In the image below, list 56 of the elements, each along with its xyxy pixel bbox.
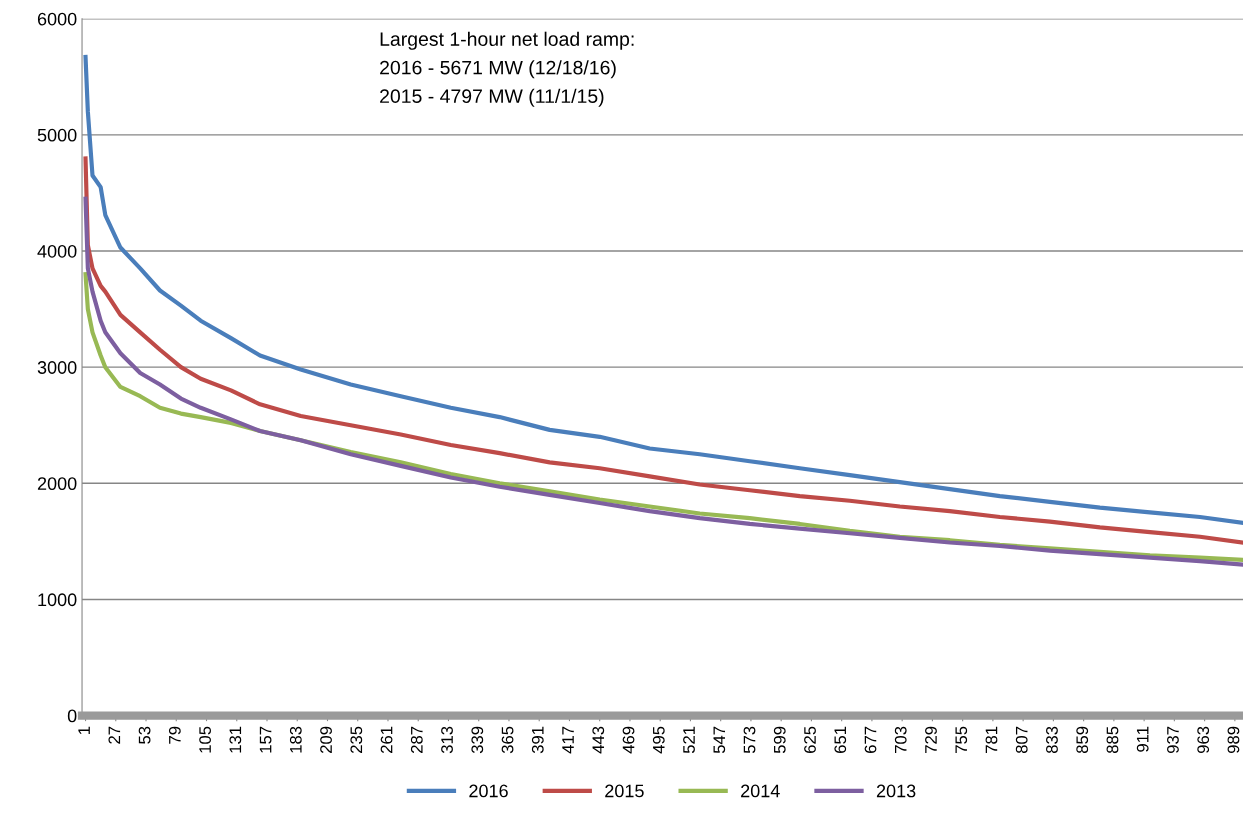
x-tick-label: 105 bbox=[199, 726, 211, 753]
y-tick-label: 2000 bbox=[37, 477, 77, 491]
x-tick-label: 755 bbox=[955, 726, 968, 753]
y-tick-label: 0 bbox=[67, 709, 77, 723]
x-tick-label: 183 bbox=[289, 726, 302, 753]
x-tick-label: 833 bbox=[1046, 726, 1058, 754]
y-tick-label: 3000 bbox=[37, 361, 77, 374]
x-tick-label: 885 bbox=[1106, 726, 1119, 754]
x-tick-label: 287 bbox=[410, 726, 423, 753]
annotation: 2016 - 5671 MW (12/18/16) bbox=[380, 60, 616, 79]
x-tick-label: 599 bbox=[773, 726, 786, 754]
legend-label: 2015 bbox=[605, 784, 644, 798]
x-tick-label: 651 bbox=[834, 726, 847, 753]
x-tick-label: 53 bbox=[138, 726, 151, 744]
y-tick-label: 4000 bbox=[37, 244, 77, 258]
x-tick-label: 677 bbox=[864, 726, 877, 753]
x-tick-label: 963 bbox=[1197, 726, 1210, 754]
line-series bbox=[83, 196, 1243, 567]
x-tick-label: 79 bbox=[168, 726, 181, 744]
x-tick-label: 911 bbox=[1136, 726, 1149, 752]
x-tick-label: 989 bbox=[1227, 726, 1240, 754]
line-series bbox=[83, 156, 1243, 545]
legend-label: 2016 bbox=[469, 784, 508, 798]
x-tick-label: 521 bbox=[683, 726, 695, 754]
x-tick-label: 391 bbox=[531, 726, 544, 754]
x-tick-label: 495 bbox=[652, 726, 665, 754]
legend-label: 2014 bbox=[741, 784, 780, 798]
x-tick-label: 703 bbox=[894, 726, 907, 753]
line-series bbox=[83, 54, 1243, 525]
x-tick-label: 859 bbox=[1076, 726, 1089, 754]
x-tick-label: 261 bbox=[380, 726, 393, 753]
legend-label: 2013 bbox=[876, 784, 916, 798]
x-tick-label: 209 bbox=[320, 726, 332, 753]
x-tick-label: 157 bbox=[259, 726, 272, 753]
y-tick-label: 1000 bbox=[38, 593, 77, 607]
x-tick-label: 1 bbox=[78, 726, 90, 734]
x-tick-label: 937 bbox=[1167, 726, 1179, 754]
x-tick-label: 365 bbox=[501, 726, 514, 754]
x-tick-label: 625 bbox=[804, 726, 816, 753]
x-tick-label: 781 bbox=[985, 726, 998, 753]
x-tick-label: 339 bbox=[471, 726, 484, 754]
x-tick-label: 417 bbox=[562, 726, 574, 754]
x-tick-label: 469 bbox=[622, 726, 635, 754]
x-tick-label: 807 bbox=[1015, 726, 1028, 754]
x-tick-label: 235 bbox=[350, 726, 363, 753]
x-tick-label: 443 bbox=[592, 726, 605, 754]
annotation: Largest 1-hour net load ramp: bbox=[380, 31, 634, 50]
x-tick-label: 729 bbox=[925, 726, 937, 753]
x-tick-label: 573 bbox=[743, 726, 756, 754]
y-tick-label: 5000 bbox=[37, 128, 77, 142]
x-tick-label: 27 bbox=[108, 726, 121, 744]
x-tick-label: 131 bbox=[229, 726, 242, 753]
y-tick-label: 6000 bbox=[37, 12, 77, 26]
annotation: 2015 - 4797 MW (11/1/15) bbox=[380, 88, 604, 107]
x-tick-label: 547 bbox=[713, 726, 726, 754]
x-tick-label: 313 bbox=[441, 726, 453, 754]
